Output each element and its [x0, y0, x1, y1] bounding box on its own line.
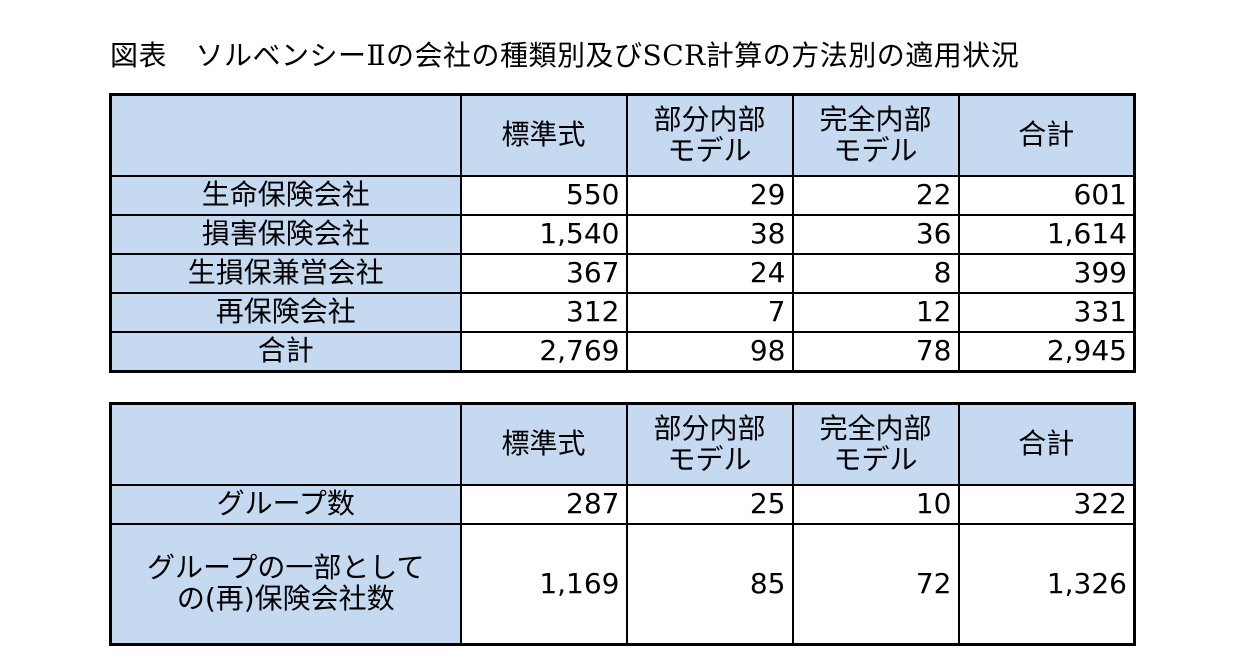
cell-value: 85	[625, 523, 794, 646]
cell-value: 1,540	[459, 214, 628, 255]
header-full-internal-model: 完全内部 モデル	[791, 402, 960, 486]
page-title: 図表 ソルベンシーⅡの会社の種類別及びSCR計算の方法別の適用状況	[110, 39, 1020, 72]
cell-value: 601	[957, 175, 1136, 216]
company-type-table: 標準式 部分内部 モデル 完全内部 モデル 合計 生命保険会社 550 29 22 …	[109, 93, 1136, 373]
cell-value: 24	[625, 253, 794, 294]
cell-value: 367	[459, 253, 628, 294]
table-header-row: 標準式 部分内部 モデル 完全内部 モデル 合計	[109, 93, 1136, 177]
table-row: 生損保兼営会社 367 24 8 399	[109, 253, 1136, 294]
cell-value: 72	[791, 523, 960, 646]
header-standard-formula: 標準式	[459, 93, 628, 177]
cell-value: 22	[791, 175, 960, 216]
header-empty	[109, 93, 462, 177]
cell-value: 2,945	[957, 331, 1136, 373]
header-total: 合計	[957, 93, 1136, 177]
table-row: 生命保険会社 550 29 22 601	[109, 175, 1136, 216]
row-label: 再保険会社	[109, 292, 462, 333]
cell-value: 312	[459, 292, 628, 333]
group-table: 標準式 部分内部 モデル 完全内部 モデル 合計 グループ数 287 25 10 3…	[109, 402, 1136, 646]
cell-value: 38	[625, 214, 794, 255]
cell-value: 25	[625, 484, 794, 525]
header-full-internal-model: 完全内部 モデル	[791, 93, 960, 177]
cell-value: 1,326	[957, 523, 1136, 646]
cell-value: 399	[957, 253, 1136, 294]
row-label: 損害保険会社	[109, 214, 462, 255]
header-empty	[109, 402, 462, 486]
row-label: 生命保険会社	[109, 175, 462, 216]
row-label: グループ数	[109, 484, 462, 525]
header-partial-internal-model: 部分内部 モデル	[625, 402, 794, 486]
cell-value: 322	[957, 484, 1136, 525]
header-partial-internal-model: 部分内部 モデル	[625, 93, 794, 177]
row-label: 合計	[109, 331, 462, 373]
header-total: 合計	[957, 402, 1136, 486]
row-label-line: グループの一部として	[147, 551, 425, 585]
header-standard-formula: 標準式	[459, 402, 628, 486]
cell-value: 287	[459, 484, 628, 525]
table-header-row: 標準式 部分内部 モデル 完全内部 モデル 合計	[109, 402, 1136, 486]
cell-value: 36	[791, 214, 960, 255]
cell-value: 10	[791, 484, 960, 525]
total-row: 合計 2,769 98 78 2,945	[109, 331, 1136, 373]
cell-value: 12	[791, 292, 960, 333]
cell-value: 8	[791, 253, 960, 294]
cell-value: 331	[957, 292, 1136, 333]
cell-value: 78	[791, 331, 960, 373]
table-row: グループ数 287 25 10 322	[109, 484, 1136, 525]
row-label: 生損保兼営会社	[109, 253, 462, 294]
row-label: グループの一部として の(再)保険会社数	[109, 523, 462, 646]
cell-value: 2,769	[459, 331, 628, 373]
table-row: 損害保険会社 1,540 38 36 1,614	[109, 214, 1136, 255]
row-label-line: の(再)保険会社数	[176, 582, 395, 615]
cell-value: 29	[625, 175, 794, 216]
cell-value: 550	[459, 175, 628, 216]
cell-value: 1,169	[459, 523, 628, 646]
cell-value: 1,614	[957, 214, 1136, 255]
table-row: グループの一部として の(再)保険会社数 1,169 85 72 1,326	[109, 523, 1136, 646]
cell-value: 7	[625, 292, 794, 333]
cell-value: 98	[625, 331, 794, 373]
table-row: 再保険会社 312 7 12 331	[109, 292, 1136, 333]
